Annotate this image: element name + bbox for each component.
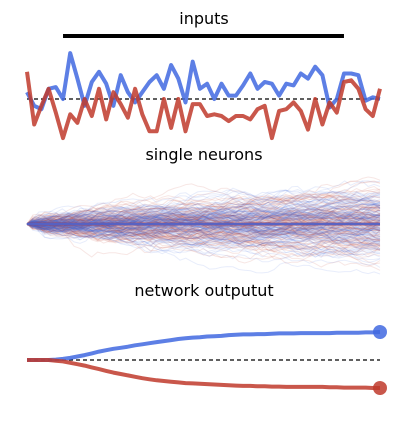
network-output-title: network outputut — [134, 281, 273, 300]
inputs-title: inputs — [179, 9, 229, 28]
single-neurons-plot — [27, 177, 380, 274]
single-neurons-title: single neurons — [145, 145, 262, 164]
inputs-panel: inputs — [27, 9, 380, 138]
inputs-plot — [27, 36, 380, 138]
blue-end-point — [373, 325, 387, 339]
red-series-line — [27, 360, 380, 388]
blue-series-line — [27, 332, 380, 360]
red-end-point — [373, 381, 387, 395]
network-output-panel: network outputut — [27, 281, 387, 395]
network-output-plot — [27, 325, 387, 395]
single-neurons-panel: single neurons — [27, 145, 380, 274]
blue-series-line — [27, 53, 380, 109]
